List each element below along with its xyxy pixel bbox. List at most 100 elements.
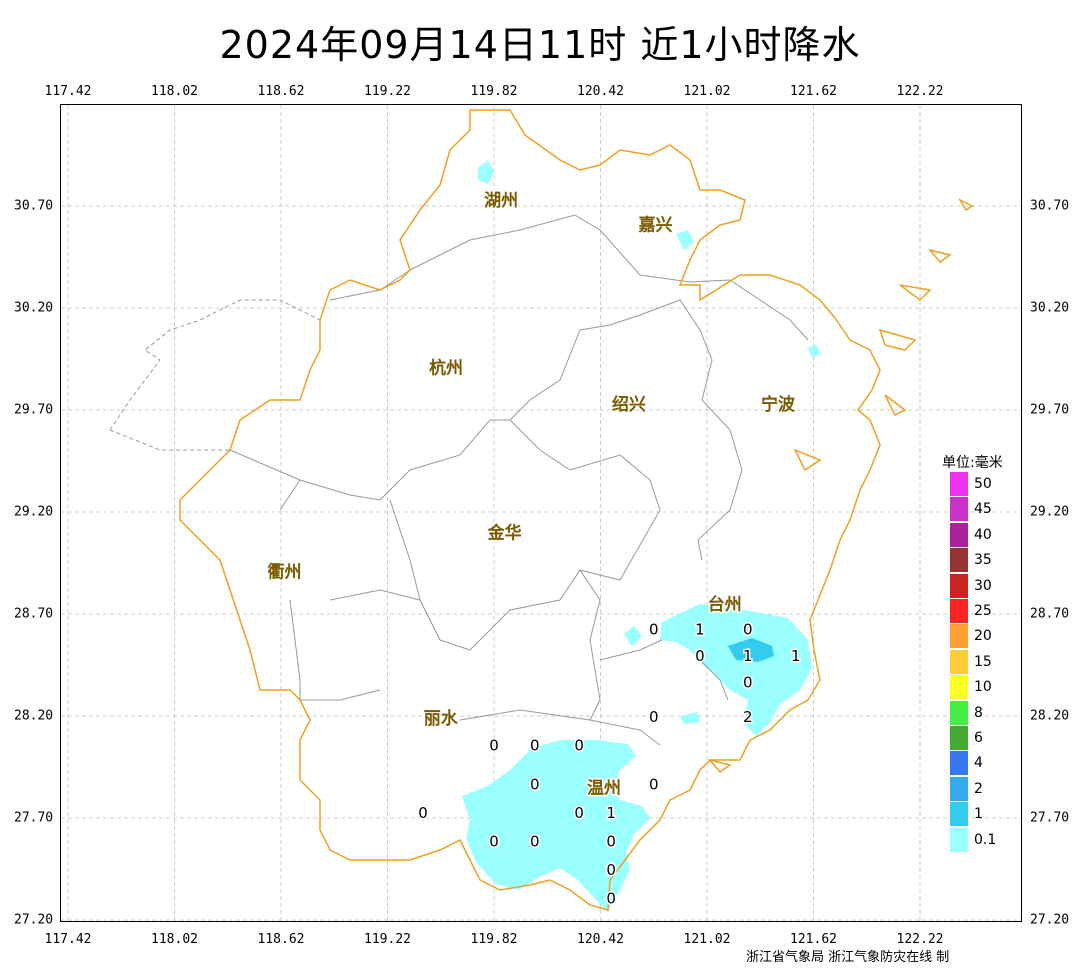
city-label: 衢州 xyxy=(268,561,302,582)
x-tick-label-bot: 119.82 xyxy=(470,932,518,947)
y-tick-label-right: 28.70 xyxy=(1030,606,1070,622)
rainfall-areas xyxy=(462,160,820,912)
x-tick-label-top: 121.62 xyxy=(790,84,837,99)
legend-swatch xyxy=(950,472,968,496)
legend-item: 45 xyxy=(950,497,1070,522)
legend-item: 0.1 xyxy=(950,827,1070,852)
rain-area-small xyxy=(624,626,642,646)
city-label: 金华 xyxy=(487,523,522,544)
y-tick-label-right: 29.70 xyxy=(1030,402,1070,418)
legend-label: 10 xyxy=(974,679,992,696)
legend-label: 40 xyxy=(974,526,992,543)
legend-label: 20 xyxy=(974,628,992,645)
station-value: 0 xyxy=(606,833,616,851)
legend-item: 6 xyxy=(950,726,1070,750)
station-value: 0 xyxy=(649,620,659,638)
x-tick-label-top: 122.22 xyxy=(896,84,944,99)
y-tick-label-right: 30.20 xyxy=(1030,300,1070,316)
y-tick-label-right: 30.70 xyxy=(1030,198,1070,214)
legend-label: 45 xyxy=(974,501,992,518)
station-value: 0 xyxy=(418,804,428,822)
station-value: 0 xyxy=(695,647,705,665)
rain-area-taizhou xyxy=(660,604,812,736)
legend-swatch xyxy=(950,726,968,750)
station-value: 0 xyxy=(606,890,616,908)
province-outline xyxy=(109,299,321,451)
x-tick-label-top: 117.42 xyxy=(44,84,92,99)
legend-item: 20 xyxy=(950,624,1070,649)
legend-item: 2 xyxy=(950,776,1070,801)
legend-swatch xyxy=(950,548,968,573)
legend-item: 40 xyxy=(950,522,1070,547)
legend-label: 30 xyxy=(974,577,992,594)
legend-item: 30 xyxy=(950,573,1070,598)
legend-label: 2 xyxy=(974,780,983,797)
legend-swatch xyxy=(950,700,968,725)
map-title: 2024年09月14日11时 近1小时降水 xyxy=(219,23,861,67)
rain-area-north-spot xyxy=(478,160,494,184)
legend-label: 35 xyxy=(974,552,992,569)
y-tick-label-right: 28.20 xyxy=(1030,708,1070,724)
legend-label: 8 xyxy=(974,704,983,721)
legend-label: 0.1 xyxy=(974,831,997,848)
station-value: 0 xyxy=(530,737,540,755)
legend-item: 50 xyxy=(950,472,1070,496)
x-tick-label-top: 119.82 xyxy=(470,84,518,99)
legend-swatch xyxy=(950,675,968,700)
y-tick-label-left: 29.70 xyxy=(14,402,54,418)
legend-item: 8 xyxy=(950,700,1070,725)
y-tick-label-left: 29.20 xyxy=(14,504,54,520)
legend-label: 25 xyxy=(974,603,992,619)
x-tick-label-bot: 119.22 xyxy=(364,932,411,947)
city-label: 宁波 xyxy=(761,394,796,415)
x-tick-label-top: 120.42 xyxy=(577,84,624,99)
legend-swatch xyxy=(950,776,968,801)
x-tick-label-top: 119.22 xyxy=(364,84,411,99)
legend-swatch xyxy=(950,802,968,827)
y-tick-label-left: 28.70 xyxy=(14,606,54,622)
station-value: 0 xyxy=(743,673,753,691)
x-tick-label-bot: 121.02 xyxy=(683,932,731,947)
station-value: 0 xyxy=(489,737,499,755)
legend-label: 50 xyxy=(974,476,992,492)
station-value: 0 xyxy=(743,620,753,638)
legend-label: 6 xyxy=(974,730,983,746)
rain-area-wenzhou xyxy=(462,740,650,912)
rain-area-taizhou-core xyxy=(728,638,774,662)
station-value: 1 xyxy=(695,620,705,638)
station-value: 0 xyxy=(606,861,616,879)
legend-swatch xyxy=(950,497,968,522)
legend-swatch xyxy=(950,751,968,776)
station-value: 1 xyxy=(791,647,801,665)
legend-swatch xyxy=(950,649,968,674)
credit-text: 浙江省气象局 浙江气象防灾在线 制 xyxy=(746,950,950,965)
legend-label: 15 xyxy=(974,653,992,670)
legend-item: 4 xyxy=(950,751,1070,776)
station-value: 0 xyxy=(649,708,659,726)
zhejiang-coastline xyxy=(179,109,974,911)
x-tick-label-bot: 117.42 xyxy=(44,932,92,947)
legend-swatch xyxy=(950,599,968,623)
y-tick-label-left: 27.70 xyxy=(14,810,54,826)
legend-label: 4 xyxy=(974,755,983,772)
city-label: 温州 xyxy=(587,779,621,799)
legend-label: 1 xyxy=(974,806,983,823)
legend-item: 25 xyxy=(950,599,1070,623)
legend-swatch xyxy=(950,522,968,547)
map-frame xyxy=(60,104,1022,922)
y-tick-label-left: 30.20 xyxy=(14,300,54,316)
x-tick-label-top: 118.62 xyxy=(257,84,305,99)
city-label: 丽水 xyxy=(424,708,459,729)
city-label: 杭州 xyxy=(429,357,463,378)
station-value: 0 xyxy=(530,775,540,793)
legend-swatch xyxy=(950,624,968,649)
x-tick-label-bot: 118.62 xyxy=(257,932,305,947)
x-tick-label-top: 118.02 xyxy=(151,84,198,99)
x-tick-label-top: 121.02 xyxy=(683,84,731,99)
x-tick-label-bot: 118.02 xyxy=(151,932,198,947)
city-label: 湖州 xyxy=(484,191,518,211)
y-tick-label-left: 28.20 xyxy=(14,708,54,724)
legend-item: 35 xyxy=(950,548,1070,573)
legend-item: 1 xyxy=(950,802,1070,827)
